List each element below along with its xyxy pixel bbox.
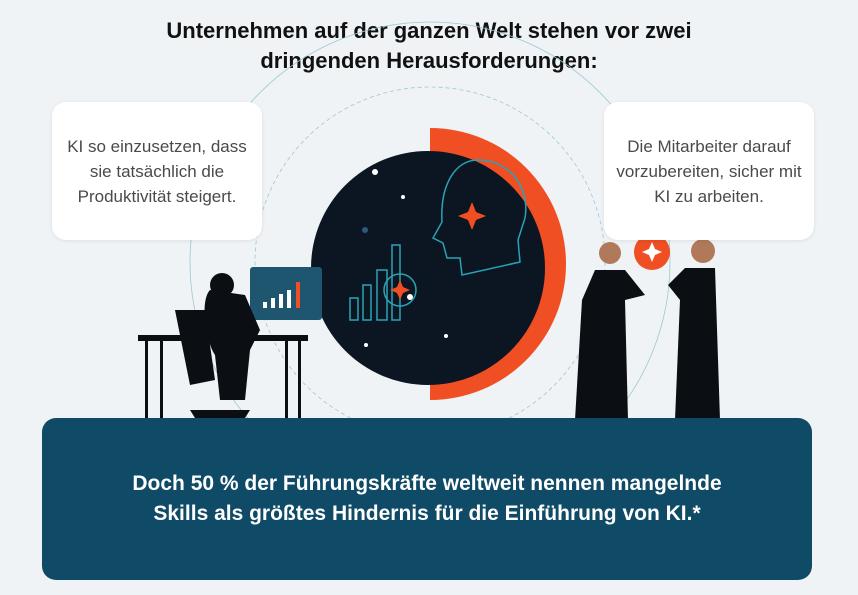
monitor bbox=[250, 267, 322, 320]
bar-chart-icon bbox=[349, 244, 417, 321]
speech-bubble-employees: Die Mitarbeiter darauf vorzubereiten, si… bbox=[604, 102, 814, 240]
sparkle-icon-small bbox=[390, 280, 410, 300]
two-people bbox=[575, 239, 720, 420]
statement-panel: Doch 50 % der Führungskräfte weltweit ne… bbox=[42, 418, 812, 580]
person-at-desk bbox=[138, 273, 308, 419]
sparkle-icon-badge bbox=[642, 242, 662, 262]
dark-circle bbox=[311, 151, 545, 385]
sparkle-icon bbox=[458, 202, 486, 230]
ai-head-icon bbox=[431, 159, 527, 276]
statement-text: Doch 50 % der Führungskräfte weltweit ne… bbox=[132, 472, 722, 525]
headline-line-2: dringenden Herausforderungen: bbox=[260, 48, 598, 73]
speech-bubble-productivity: KI so einzusetzen, dass sie tatsächlich … bbox=[52, 102, 262, 240]
